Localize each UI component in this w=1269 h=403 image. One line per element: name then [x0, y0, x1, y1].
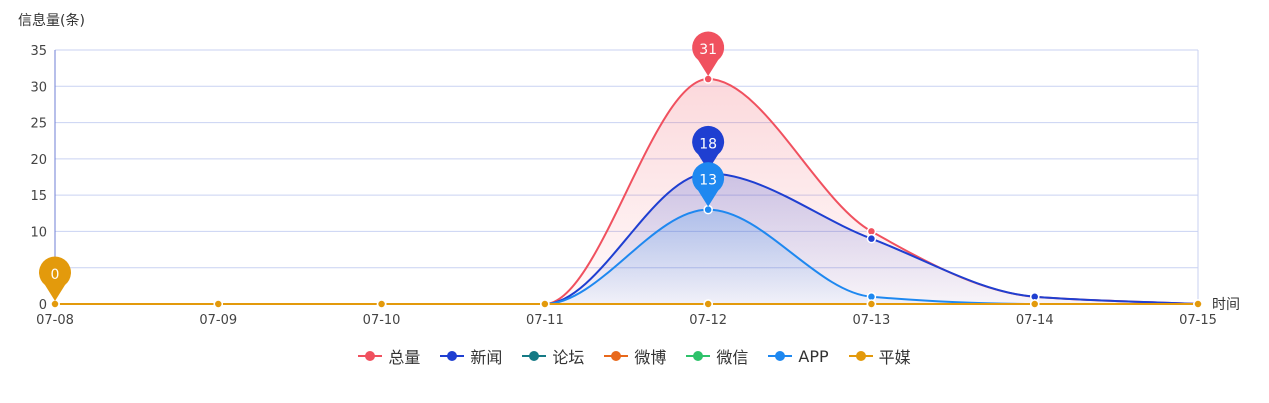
- legend-item[interactable]: 微博: [604, 344, 666, 368]
- value-pin: 13: [692, 162, 725, 207]
- data-point[interactable]: [866, 299, 877, 309]
- pin-label: 0: [51, 267, 60, 283]
- value-pin: 31: [692, 31, 725, 77]
- x-tick-label: 07-13: [853, 313, 891, 328]
- legend-marker-icon: [768, 349, 793, 363]
- legend: 总量 新闻 论坛 微博 微信 APP 平媒: [0, 344, 1269, 368]
- data-point[interactable]: [1193, 299, 1203, 309]
- legend-label: 总量: [388, 348, 421, 367]
- pin-label: 18: [699, 136, 717, 152]
- data-point[interactable]: [1029, 299, 1040, 309]
- pin-label: 31: [699, 42, 717, 58]
- legend-marker-icon: [522, 349, 547, 363]
- data-point[interactable]: [703, 299, 713, 309]
- x-tick-label: 07-14: [1016, 313, 1054, 328]
- legend-item[interactable]: 微信: [686, 344, 748, 368]
- x-tick-label: 07-11: [526, 313, 564, 328]
- pin-label: 13: [699, 173, 717, 189]
- series-points[interactable]: [50, 74, 1203, 309]
- data-point[interactable]: [213, 299, 224, 309]
- legend-label: 新闻: [470, 348, 503, 367]
- data-point[interactable]: [540, 299, 550, 309]
- x-tick-label: 07-10: [363, 313, 401, 328]
- y-tick-label: 25: [30, 117, 47, 132]
- y-axis: 0 10 15 20 25 30 35: [30, 44, 56, 313]
- pin-shape: [692, 125, 725, 171]
- legend-item[interactable]: 新闻: [440, 344, 502, 368]
- value-pin: 18: [692, 125, 725, 171]
- data-point[interactable]: [50, 299, 60, 309]
- data-point[interactable]: [376, 299, 387, 309]
- legend-label: 平媒: [878, 348, 911, 367]
- legend-item[interactable]: 平媒: [848, 344, 911, 368]
- pin-shape: [39, 256, 71, 301]
- x-axis-title: 时间: [1212, 297, 1240, 313]
- x-tick-label: 07-08: [36, 313, 74, 328]
- legend-label: 微博: [634, 348, 667, 367]
- y-tick-label: 35: [30, 44, 47, 59]
- data-point[interactable]: [703, 74, 713, 84]
- value-pin: 0: [39, 256, 71, 301]
- y-tick-label: 10: [30, 225, 47, 240]
- y-tick-label: 20: [30, 153, 47, 168]
- legend-marker-icon: [358, 349, 383, 363]
- legend-label: 论坛: [552, 348, 585, 367]
- legend-item[interactable]: 论坛: [522, 344, 584, 368]
- legend-item[interactable]: APP: [768, 344, 829, 368]
- data-point[interactable]: [866, 233, 877, 244]
- y-tick-label: 30: [30, 80, 47, 95]
- legend-marker-icon: [686, 349, 711, 363]
- legend-marker-icon: [848, 349, 873, 363]
- data-point[interactable]: [703, 204, 713, 215]
- legend-label: 微信: [716, 348, 749, 367]
- y-axis-title: 信息量(条): [18, 13, 85, 29]
- legend-label: APP: [798, 346, 829, 366]
- pin-shape: [692, 162, 725, 207]
- x-tick-label: 07-09: [199, 313, 237, 328]
- series-lines: [54, 78, 1199, 306]
- pin-shape: [692, 31, 725, 77]
- legend-marker-icon: [440, 349, 465, 363]
- x-tick-label: 07-12: [689, 313, 727, 328]
- y-tick-label: 15: [30, 189, 47, 204]
- x-tick-label: 07-15: [1179, 313, 1217, 328]
- legend-item[interactable]: 总量: [358, 344, 420, 368]
- legend-marker-icon: [604, 349, 629, 363]
- value-pins: 31 18 13 0: [39, 31, 725, 301]
- y-tick-label: 0: [39, 298, 47, 313]
